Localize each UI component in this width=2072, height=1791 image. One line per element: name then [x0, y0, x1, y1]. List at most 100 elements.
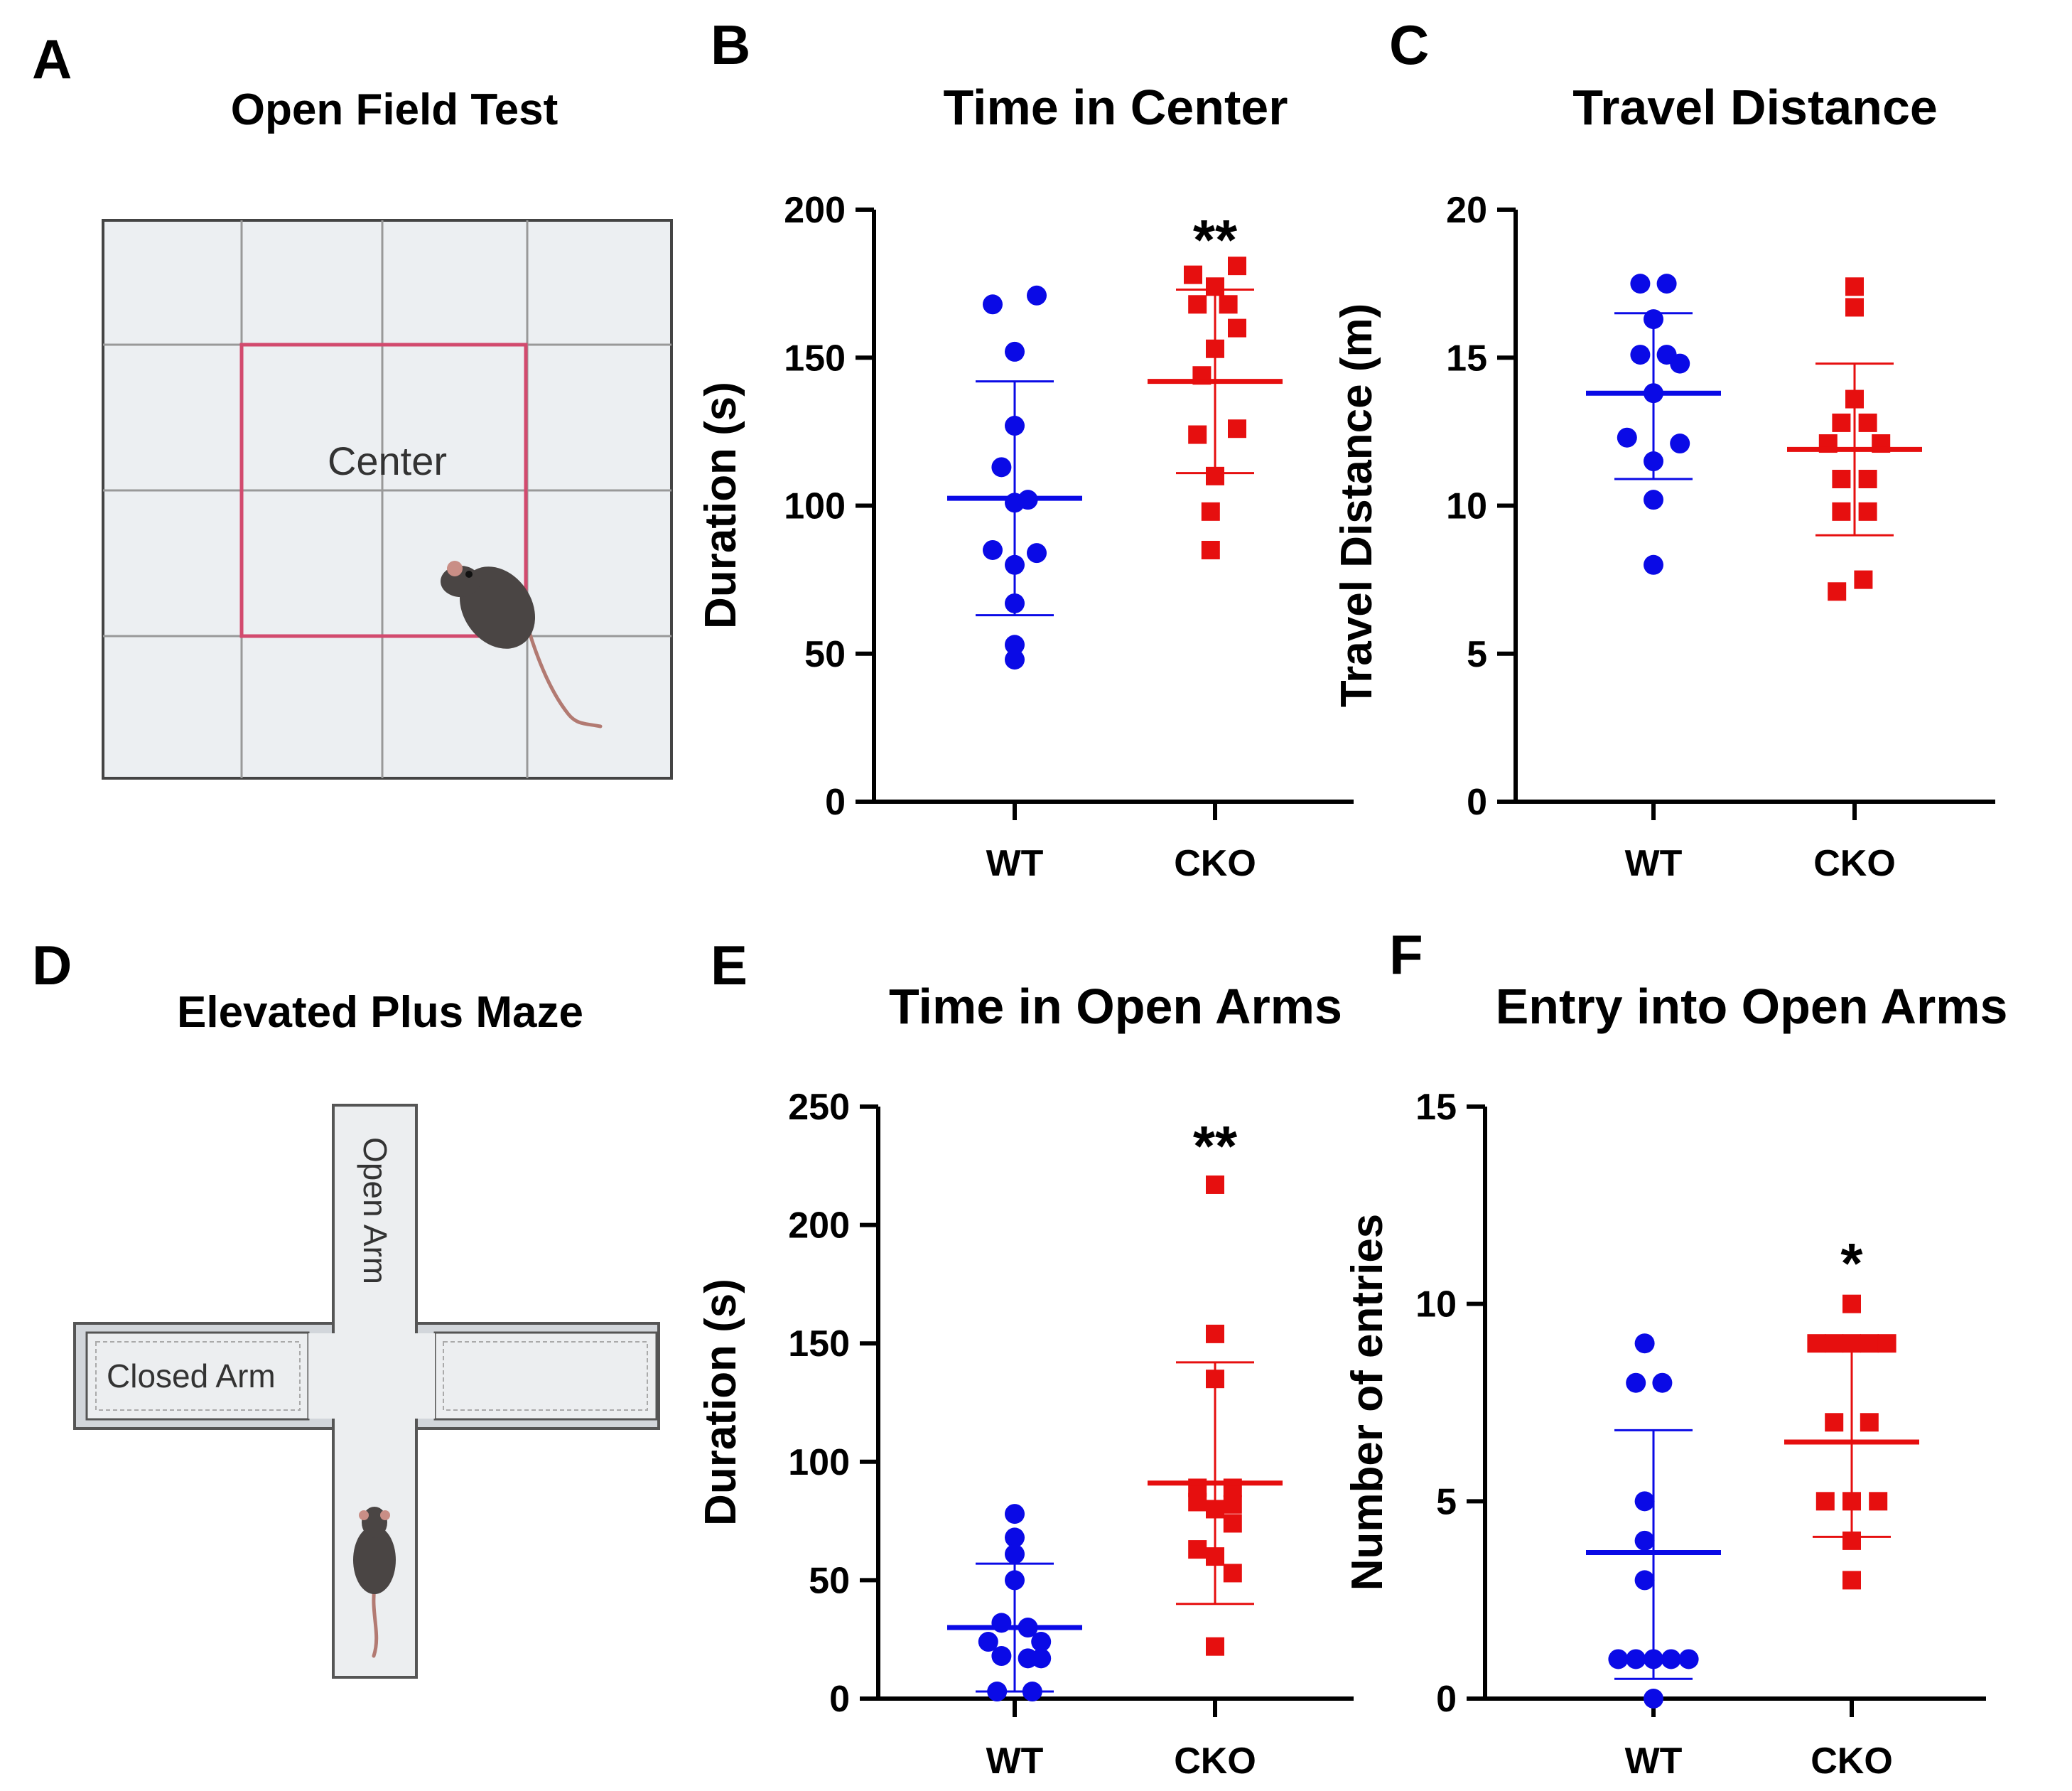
chart-panel-b: B Time in Center 0 50 100 150 200 WT CKO Duration…: [696, 14, 1354, 884]
data-point-wt: [991, 1646, 1012, 1667]
x-tick-label: WT: [1625, 843, 1683, 884]
panel-a-title: Open Field Test: [231, 85, 558, 134]
panel-d-title: Elevated Plus Maze: [177, 988, 583, 1037]
data-point-cko: [1201, 502, 1220, 521]
data-point-wt: [1608, 1649, 1629, 1669]
chart-title: Travel Distance: [1572, 80, 1938, 135]
y-tick-label: 15: [1446, 338, 1487, 379]
y-tick-label: 0: [1436, 1679, 1457, 1720]
data-point-cko: [1845, 389, 1864, 409]
data-point-wt: [1027, 543, 1047, 564]
chart-panel-c: C Travel Distance 0 5 10 15 20 WT CKO Travel Dist…: [1332, 14, 1995, 884]
data-point-cko: [1832, 413, 1851, 432]
data-point-cko: [1188, 1540, 1207, 1559]
data-point-cko: [1842, 1531, 1861, 1550]
data-point-wt: [1005, 1527, 1025, 1548]
x-tick-label: CKO: [1813, 843, 1896, 884]
data-point-wt: [1005, 650, 1025, 670]
y-tick-label: 0: [829, 1679, 850, 1720]
panel-letter-a: A: [32, 28, 72, 90]
y-tick-label: 250: [788, 1087, 850, 1128]
x-tick-label: WT: [1625, 1741, 1683, 1782]
y-tick-label: 100: [788, 1442, 850, 1483]
data-point-wt: [1670, 434, 1690, 454]
mouse-illustration-a: [441, 561, 603, 728]
data-point-cko: [1845, 298, 1864, 317]
data-point-wt: [1634, 1333, 1655, 1354]
data-point-cko: [1828, 582, 1847, 601]
panel-letter: F: [1389, 923, 1423, 986]
y-axis-label: Duration (s): [696, 382, 745, 629]
data-point-wt: [1005, 493, 1025, 513]
data-point-cko: [1842, 1334, 1861, 1353]
y-tick-label: 10: [1415, 1284, 1457, 1325]
panel-d: D Elevated Plus Maze Closed Arm Open Arm: [32, 934, 660, 1679]
x-tick-label: WT: [986, 1741, 1044, 1782]
data-point-wt: [983, 294, 1003, 315]
panel-letter-d: D: [32, 934, 72, 996]
data-point-wt: [1005, 554, 1025, 575]
y-tick-label: 200: [788, 1205, 850, 1247]
data-point-cko: [1877, 1334, 1896, 1353]
data-point-wt: [1652, 1372, 1673, 1393]
data-point-wt: [978, 1632, 998, 1652]
significance-marker: **: [1193, 1114, 1238, 1178]
data-point-wt: [1644, 1649, 1663, 1669]
data-point-wt: [1022, 1682, 1042, 1702]
y-tick-label: 10: [1446, 486, 1487, 527]
chart-title: Time in Open Arms: [889, 979, 1342, 1034]
data-point-wt: [1661, 1649, 1681, 1669]
center-zone: [239, 343, 528, 638]
data-point-cko: [1188, 295, 1207, 314]
data-point-wt: [1630, 274, 1651, 294]
data-point-cko: [1860, 1413, 1879, 1432]
data-point-wt: [1670, 353, 1690, 374]
data-point-wt: [1005, 593, 1025, 613]
panel-a: A Open Field Test Center: [32, 28, 673, 780]
data-point-cko: [1815, 1492, 1835, 1511]
data-point-wt: [1644, 554, 1663, 575]
data-point-cko: [1223, 1514, 1242, 1533]
data-point-cko: [1228, 419, 1246, 439]
data-point-cko: [1858, 502, 1877, 521]
chart-panel-f: F Entry into Open Arms 0 5 10 15 WT CKO Number o…: [1343, 923, 2007, 1782]
data-point-cko: [1206, 1324, 1224, 1343]
data-point-wt: [1031, 1632, 1052, 1652]
data-point-cko: [1845, 277, 1864, 296]
data-point-wt: [991, 457, 1012, 478]
data-point-wt: [1005, 1544, 1025, 1564]
data-point-cko: [1228, 318, 1246, 338]
x-tick-label: CKO: [1174, 843, 1256, 884]
data-point-cko: [1206, 1370, 1224, 1389]
data-point-wt: [1634, 1530, 1655, 1551]
data-point-cko: [1206, 1547, 1224, 1566]
data-point-wt: [1634, 1491, 1655, 1512]
data-point-cko: [1842, 1571, 1861, 1590]
y-tick-label: 5: [1467, 634, 1487, 675]
x-tick-label: CKO: [1811, 1741, 1893, 1782]
data-point-cko: [1201, 540, 1220, 559]
data-point-cko: [1854, 570, 1873, 589]
data-point-cko: [1869, 1492, 1888, 1511]
data-point-cko: [1223, 1495, 1242, 1514]
y-tick-label: 0: [825, 782, 846, 823]
data-point-wt: [983, 539, 1003, 560]
data-point-cko: [1206, 1175, 1224, 1194]
data-point-cko: [1858, 470, 1877, 489]
data-point-wt: [1634, 1570, 1655, 1591]
panel-letter: B: [711, 14, 750, 76]
data-point-cko: [1188, 425, 1207, 444]
data-point-wt: [1644, 451, 1663, 472]
plus-maze: [73, 1104, 660, 1679]
data-point-wt: [987, 1682, 1008, 1702]
y-tick-label: 150: [784, 338, 846, 379]
y-tick-label: 50: [804, 634, 846, 675]
data-point-cko: [1228, 257, 1246, 276]
data-point-cko: [1842, 1294, 1861, 1313]
data-point-cko: [1188, 1492, 1207, 1512]
data-point-cko: [1206, 277, 1224, 296]
y-tick-label: 15: [1415, 1087, 1457, 1128]
data-point-wt: [1626, 1649, 1646, 1669]
chart-title: Entry into Open Arms: [1496, 979, 2008, 1034]
